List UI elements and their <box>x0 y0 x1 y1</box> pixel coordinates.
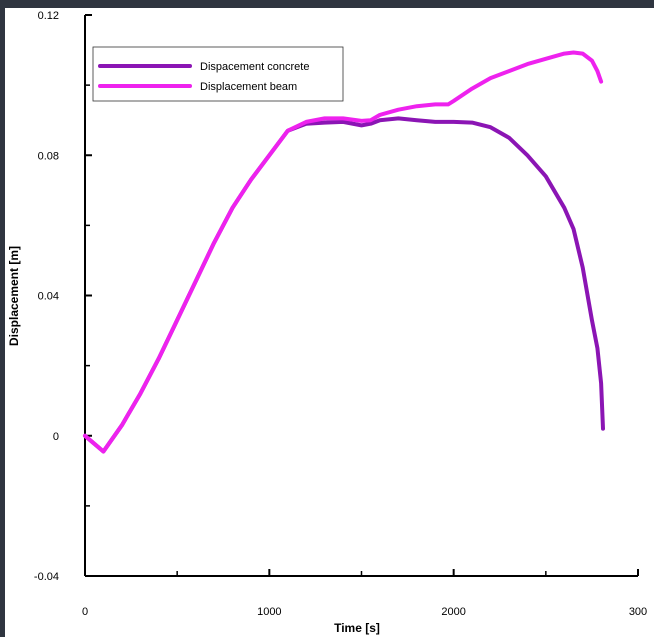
y-tick-label: 0 <box>53 431 59 443</box>
series-line-beam <box>83 50 604 454</box>
y-tick-label: 0.08 <box>38 150 59 162</box>
y-tick-label: -0.04 <box>34 571 59 583</box>
y-axis-title: Displacement [m] <box>7 246 21 346</box>
legend: Dispacement concrete Displacement beam <box>92 46 344 102</box>
legend-box <box>92 46 344 102</box>
y-tick-label: 0.12 <box>38 10 59 22</box>
series-layer <box>83 50 605 454</box>
x-tick-label: 300 <box>629 606 647 618</box>
legend-label-beam: Displacement beam <box>200 81 297 93</box>
x-tick-label: 0 <box>82 606 88 618</box>
series-line-concrete <box>83 116 605 454</box>
legend-label-concrete: Dispacement concrete <box>200 61 309 73</box>
x-tick-label: 2000 <box>441 606 465 618</box>
x-tick-label: 1000 <box>257 606 281 618</box>
y-tick-label: 0.04 <box>38 291 59 303</box>
chart-panel: -0.04 0 0.04 0.08 0.12 0 1000 2000 300 Dispaceme… <box>5 8 654 637</box>
line-chart: -0.04 0 0.04 0.08 0.12 0 1000 2000 300 Dispaceme… <box>7 10 647 635</box>
axes-group: -0.04 0 0.04 0.08 0.12 0 1000 2000 300 <box>34 10 647 618</box>
x-axis-title: Time [s] <box>334 621 380 635</box>
